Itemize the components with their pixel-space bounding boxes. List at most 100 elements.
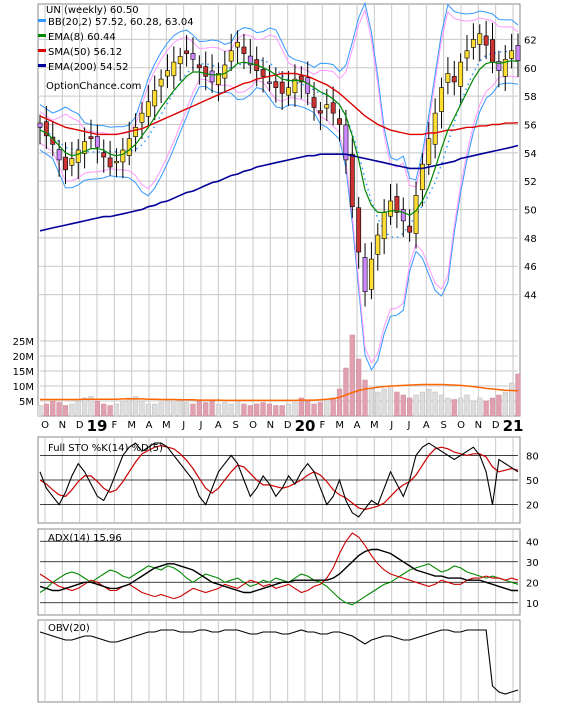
x-tick-label: 19	[87, 417, 108, 435]
x-tick-label: M	[335, 420, 344, 431]
minus-di-line	[39, 532, 519, 600]
y-tick-label: 48	[524, 234, 537, 245]
candle-body	[362, 257, 368, 293]
adx-line	[39, 548, 518, 594]
candle-body	[158, 78, 164, 87]
candle-body	[165, 70, 170, 77]
candle-body	[114, 161, 119, 164]
volume-bar	[43, 403, 49, 417]
x-tick-label: O	[457, 420, 465, 431]
candle-body	[368, 258, 374, 290]
volume-bar	[464, 394, 470, 417]
candle-body	[133, 127, 139, 137]
x-tick-label: J	[389, 420, 393, 431]
candle-body	[203, 66, 209, 77]
y-tick-label: 54	[524, 149, 537, 160]
x-tick-label: N	[59, 420, 66, 431]
x-tick-label: S	[440, 420, 446, 431]
obv-label: OBV(20)	[48, 623, 90, 634]
candle-body	[375, 234, 381, 255]
volume-bar	[349, 334, 355, 417]
bb-lower-pink-line	[39, 75, 519, 364]
volume-bar	[241, 403, 247, 417]
candle-body	[235, 41, 240, 48]
legend-swatch-bb	[38, 19, 46, 22]
candle-body	[184, 50, 190, 54]
volume-bar	[94, 400, 100, 417]
volume-bar	[82, 397, 88, 417]
candle-body	[458, 61, 464, 87]
volume-bar	[139, 400, 145, 417]
stoch-k-line	[39, 442, 519, 518]
plus-di-line	[39, 563, 519, 606]
bb-upper-line	[39, 1, 519, 181]
legend-swatch-ema200	[38, 64, 46, 67]
volume-bar	[515, 373, 521, 417]
volume-bar	[101, 403, 107, 417]
candle-body	[56, 149, 62, 161]
x-tick-label: J	[407, 420, 411, 431]
volume-bar	[203, 402, 209, 417]
sma50-line	[39, 72, 519, 136]
volume-bar	[62, 405, 69, 417]
legend-ema8: EMA(8) 60.44	[48, 32, 116, 43]
ema200-line	[39, 144, 519, 232]
volume-bar	[260, 402, 266, 417]
candle-body	[496, 61, 502, 71]
volume-bar	[50, 400, 56, 417]
volume-bar	[381, 388, 387, 417]
volume-bar	[483, 400, 489, 417]
candle-body	[432, 112, 438, 145]
volume-bar	[228, 403, 234, 417]
volume-bar	[222, 402, 228, 417]
legend-swatch-sma50	[38, 49, 46, 52]
stoch-panel-frame	[37, 436, 521, 524]
volume-bar	[324, 399, 330, 417]
candle-body	[43, 121, 49, 137]
x-tick-label: A	[354, 420, 361, 431]
candle-body	[69, 158, 75, 166]
volume-bar	[407, 397, 413, 417]
candle-body	[260, 69, 266, 77]
volume-bar	[336, 388, 343, 417]
x-tick-label: M	[370, 420, 379, 431]
x-tick-label: D	[284, 420, 292, 431]
candle-body	[196, 64, 202, 69]
candle-body	[477, 33, 483, 45]
stoch-label: Full STO %K(14) %D(5)	[48, 443, 163, 454]
candle-body	[318, 110, 323, 114]
candle-body	[324, 104, 330, 109]
volume-bar	[413, 394, 419, 417]
candle-body	[343, 124, 349, 161]
candle-body	[279, 81, 285, 94]
legend-sma50: SMA(50) 56.12	[48, 47, 122, 58]
volume-tick-label: 10M	[13, 382, 34, 393]
volume-bar	[120, 400, 126, 417]
candle-body	[82, 141, 88, 154]
x-tick-label: 20	[295, 417, 316, 435]
candle-body	[407, 225, 413, 233]
candle-body	[126, 138, 132, 156]
volume-bar	[190, 403, 196, 417]
volume-bar	[158, 402, 164, 417]
candle-body	[515, 45, 521, 61]
volume-bar	[311, 403, 317, 417]
volume-bar	[69, 403, 75, 417]
volume-bar	[279, 405, 285, 417]
adx-panel-frame	[37, 528, 521, 616]
y-tick-label: 60	[524, 64, 537, 75]
candle-body	[419, 163, 425, 191]
y-tick-label: 52	[524, 177, 537, 188]
candle-body	[94, 136, 100, 148]
volume-bar	[285, 403, 292, 417]
volume-bar	[502, 391, 508, 417]
candle-body	[177, 56, 183, 65]
candle-body	[305, 77, 311, 94]
candle-body	[483, 35, 489, 46]
legend-bb: BB(20,2) 57.52, 60.28, 63.04	[48, 17, 194, 28]
x-tick-label: F	[111, 420, 117, 431]
adx-label: ADX(14) 15.96	[48, 533, 122, 544]
adx-tick-label: 40	[526, 537, 539, 548]
candle-body	[502, 58, 508, 77]
